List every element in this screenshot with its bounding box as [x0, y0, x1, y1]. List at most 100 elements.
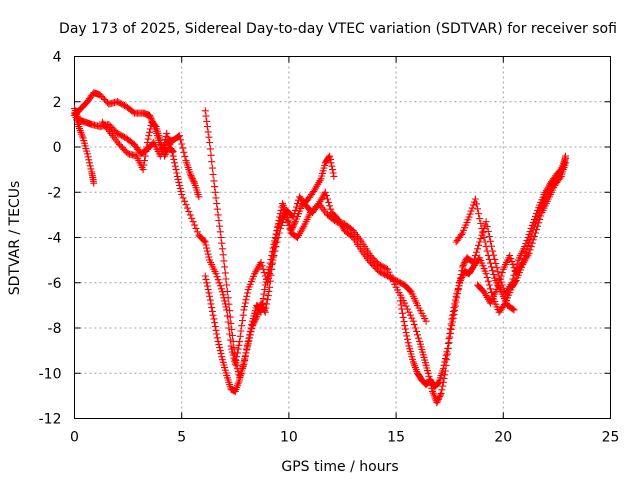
data-point: [536, 208, 544, 216]
data-point: [180, 148, 188, 156]
data-point: [181, 197, 189, 205]
data-point: [237, 327, 245, 335]
data-point: [434, 396, 442, 404]
data-point: [147, 114, 155, 122]
data-point: [87, 165, 95, 173]
data-point: [247, 328, 255, 336]
data-point: [211, 183, 219, 191]
data-point: [169, 148, 177, 155]
data-point: [116, 141, 123, 149]
data-point: [474, 205, 482, 213]
data-point: [519, 258, 527, 266]
data-point: [441, 355, 449, 362]
data-point: [245, 337, 253, 345]
data-point: [143, 143, 151, 151]
data-point: [109, 125, 117, 133]
data-point: [488, 289, 495, 297]
data-point: [208, 307, 216, 315]
data-point: [239, 311, 247, 319]
data-point: [408, 314, 416, 322]
data-point: [206, 139, 214, 146]
data-point: [264, 272, 271, 280]
data-point: [249, 322, 256, 330]
data-point: [476, 215, 484, 223]
data-point: [116, 99, 124, 107]
data-point: [475, 210, 483, 218]
data-point: [221, 269, 229, 277]
data-point: [246, 334, 254, 342]
data-point: [379, 263, 387, 271]
data-point: [270, 247, 278, 255]
data-point: [449, 307, 457, 315]
data-point: [322, 192, 330, 200]
data-point: [321, 188, 329, 196]
data-point: [210, 315, 218, 323]
data-point: [413, 327, 420, 335]
data-point: [437, 390, 445, 398]
data-point: [459, 272, 467, 280]
data-point: [289, 222, 297, 230]
data-point: [205, 253, 213, 261]
data-point: [251, 317, 259, 325]
data-point: [269, 253, 277, 261]
data-point: [188, 173, 196, 181]
data-point: [173, 169, 181, 177]
data-point: [483, 247, 491, 255]
data-point: [434, 380, 442, 388]
y-tick-label: 2: [53, 95, 62, 111]
data-point: [234, 345, 242, 353]
data-point: [219, 291, 227, 299]
data-point: [438, 386, 446, 394]
data-point: [163, 148, 171, 155]
data-point: [203, 279, 211, 287]
data-point: [179, 194, 187, 202]
data-point: [449, 314, 457, 322]
data-point: [368, 260, 376, 268]
data-point: [461, 258, 469, 266]
data-point: [266, 277, 274, 285]
data-point: [482, 270, 490, 278]
data-point: [460, 260, 468, 268]
data-point: [230, 344, 238, 352]
data-point: [190, 178, 198, 186]
data-point: [368, 253, 376, 261]
data-point: [115, 99, 123, 106]
data-point: [188, 175, 196, 183]
data-point: [151, 122, 159, 130]
data-point: [444, 340, 452, 347]
data-point: [378, 262, 386, 270]
data-point: [161, 151, 169, 158]
data-point: [146, 125, 154, 133]
data-point: [204, 128, 212, 136]
data-point: [183, 204, 191, 212]
data-point: [268, 265, 276, 273]
data-point: [262, 304, 270, 312]
data-point: [214, 211, 222, 219]
data-point: [490, 271, 498, 278]
data-point: [448, 315, 456, 323]
data-point: [273, 231, 281, 238]
data-point: [86, 162, 94, 170]
data-point: [241, 352, 249, 360]
data-point: [474, 245, 482, 253]
data-point: [204, 286, 212, 293]
data-point: [188, 214, 196, 222]
data-point: [213, 200, 221, 208]
data-point: [435, 394, 443, 402]
data-point: [146, 128, 153, 136]
data-point: [140, 161, 148, 169]
data-point: [473, 200, 480, 208]
data-point: [223, 312, 231, 320]
data-point: [233, 362, 241, 370]
data-point: [509, 305, 517, 313]
data-point: [436, 391, 444, 399]
data-point: [146, 111, 153, 119]
data-point: [510, 306, 518, 314]
data-point: [262, 278, 270, 286]
data-point: [401, 299, 409, 307]
data-point: [447, 320, 455, 328]
data-point: [311, 204, 319, 212]
data-point: [494, 282, 502, 290]
data-point: [485, 255, 493, 263]
data-point: [205, 289, 213, 297]
